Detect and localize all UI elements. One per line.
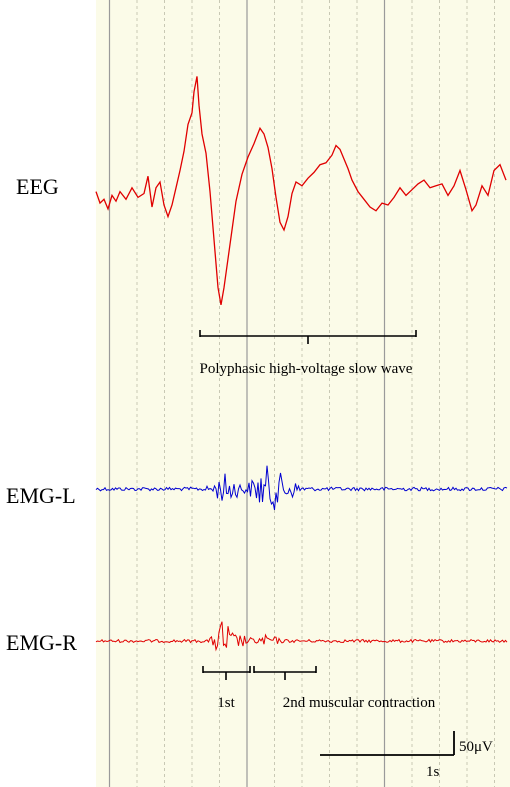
time-grid [108,0,495,787]
scale-bar-time-label: 1s [426,764,440,780]
emg-l-trace [95,465,508,510]
scale-bar [320,731,455,756]
chart-background [96,0,510,787]
channel-label-emg-r: EMG-R [6,630,77,655]
second-contraction-bracket [253,666,317,680]
channel-label-eeg: EEG [16,174,59,199]
eeg-trace [95,76,507,306]
first-contraction-label: 1st [217,695,235,711]
eeg-bracket-label: Polyphasic high-voltage slow wave [200,361,413,377]
first-contraction-bracket [202,666,251,680]
emg-r-trace [95,621,508,652]
scale-bar-amplitude-label: 50μV [459,739,493,755]
eeg-bracket [199,330,417,344]
second-contraction-label: 2nd muscular contraction [283,695,436,711]
channel-label-emg-l: EMG-L [6,483,76,508]
